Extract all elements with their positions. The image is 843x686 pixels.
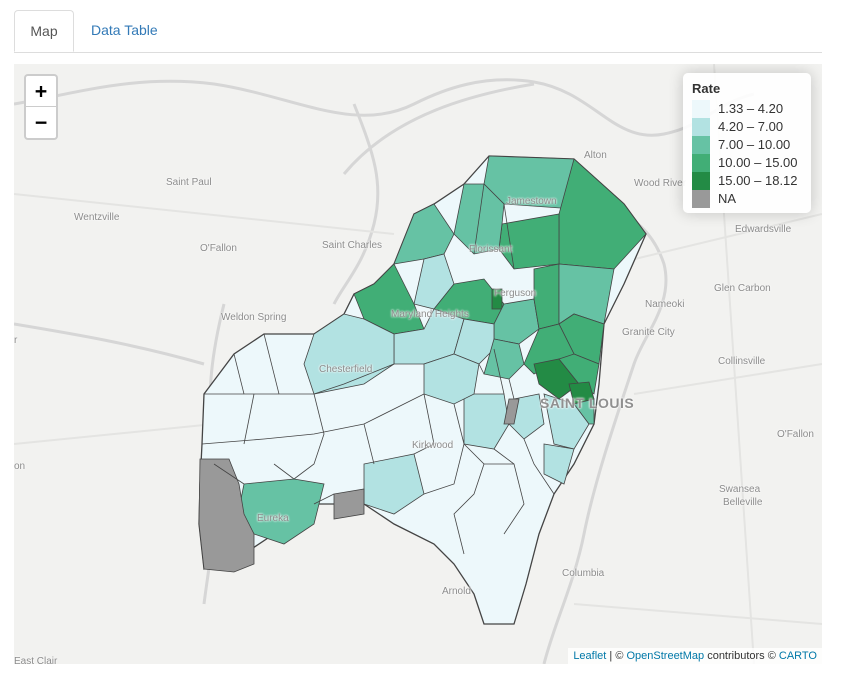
- tab-map[interactable]: Map: [14, 10, 74, 52]
- legend-label: NA: [718, 191, 737, 206]
- place-label: Ferguson: [494, 288, 537, 299]
- place-label: Weldon Spring: [221, 312, 287, 323]
- attribution-text: contributors ©: [704, 650, 779, 662]
- legend-label: 7.00 – 10.00: [718, 137, 791, 152]
- place-label: O'Fallon: [777, 429, 814, 440]
- place-label: Chesterfield: [319, 364, 373, 375]
- rivers: [14, 78, 755, 664]
- place-label: Swansea: [719, 484, 761, 495]
- leaflet-link[interactable]: Leaflet: [573, 650, 607, 662]
- legend-swatch: [692, 100, 710, 118]
- legend-label: 4.20 – 7.00: [718, 119, 784, 134]
- place-label: r: [14, 335, 18, 346]
- place-label: Kirkwood: [412, 440, 454, 451]
- zoom-control: + −: [24, 74, 58, 140]
- boundaries: [201, 183, 555, 555]
- map-legend: Rate 1.33 – 4.20 4.20 – 7.00 7.00 – 10.0…: [683, 73, 811, 213]
- legend-label: 15.00 – 18.12: [718, 173, 798, 188]
- place-label: Wood River: [634, 178, 687, 189]
- legend-swatch: [692, 136, 710, 154]
- place-label: Granite City: [622, 327, 675, 338]
- tab-bar: Map Data Table: [14, 10, 822, 53]
- place-label: Arnold: [442, 586, 471, 597]
- legend-swatch: [692, 118, 710, 136]
- place-label: O'Fallon: [200, 243, 237, 254]
- osm-link[interactable]: OpenStreetMap: [626, 650, 705, 662]
- place-label: Collinsville: [718, 356, 766, 367]
- place-label: Edwardsville: [735, 224, 792, 235]
- zoom-out-button[interactable]: −: [34, 110, 48, 134]
- tab-data-table[interactable]: Data Table: [91, 22, 158, 38]
- map-view[interactable]: Alton Wood River Saint Paul Wentzville O…: [14, 64, 822, 664]
- zoom-in-button[interactable]: +: [26, 76, 56, 107]
- place-label: Columbia: [562, 568, 605, 579]
- legend-swatch: [692, 190, 710, 208]
- place-label: Nameoki: [645, 299, 685, 310]
- place-label: Glen Carbon: [714, 283, 771, 294]
- place-label: Saint Paul: [166, 177, 212, 188]
- place-label: on: [14, 461, 26, 472]
- place-label: SAINT LOUIS: [540, 395, 635, 411]
- legend-swatch: [692, 172, 710, 190]
- place-label: Maryland Heights: [391, 309, 469, 320]
- carto-link[interactable]: CARTO: [778, 650, 817, 662]
- choropleth-regions: [198, 155, 647, 573]
- place-label: Jamestown: [506, 196, 557, 207]
- legend-label: 10.00 – 15.00: [718, 155, 798, 170]
- place-label: Belleville: [723, 497, 763, 508]
- place-label: Wentzville: [74, 212, 120, 223]
- place-label: Florissant: [469, 244, 513, 255]
- attribution-separator: | ©: [606, 650, 627, 662]
- place-label: Alton: [584, 150, 607, 161]
- place-label: East Clair: [14, 656, 58, 664]
- legend-title: Rate: [692, 81, 721, 96]
- map-attribution: Leaflet | © OpenStreetMap contributors ©…: [568, 648, 822, 664]
- place-label: Eureka: [257, 513, 289, 524]
- legend-label: 1.33 – 4.20: [718, 101, 784, 116]
- legend-swatch: [692, 154, 710, 172]
- place-label: Saint Charles: [322, 240, 383, 251]
